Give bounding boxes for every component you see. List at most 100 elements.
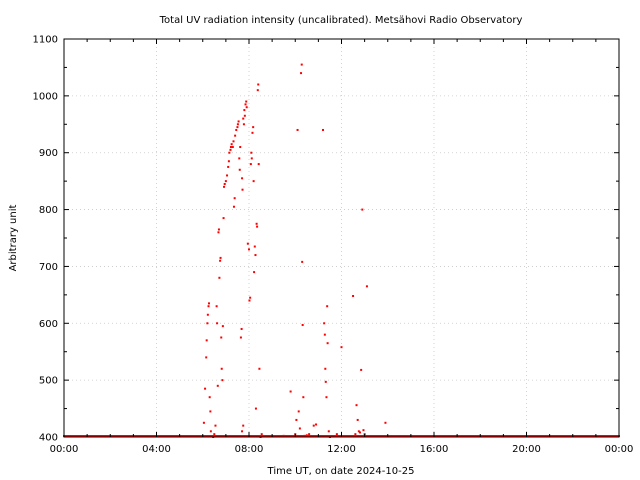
data-point xyxy=(239,336,242,339)
data-point xyxy=(202,421,205,424)
x-axis-title: Time UT, on date 2024-10-25 xyxy=(267,466,415,477)
data-point xyxy=(324,367,327,370)
data-point xyxy=(243,114,246,117)
data-point xyxy=(229,148,232,151)
data-point xyxy=(233,197,236,200)
data-point xyxy=(224,180,227,183)
data-point xyxy=(234,134,237,137)
data-point xyxy=(253,245,256,248)
data-point xyxy=(238,157,241,160)
data-point xyxy=(227,160,230,163)
data-point xyxy=(237,120,240,123)
data-point xyxy=(217,228,220,231)
data-point xyxy=(249,163,252,166)
data-point xyxy=(208,396,211,399)
data-point xyxy=(384,421,387,424)
data-point xyxy=(257,163,260,166)
data-point xyxy=(204,387,207,390)
data-point xyxy=(301,323,304,326)
data-point xyxy=(209,410,212,413)
data-point xyxy=(359,431,361,434)
data-point xyxy=(221,325,224,328)
data-point xyxy=(209,430,212,433)
data-point xyxy=(232,140,235,143)
x-tick-label: 16:00 xyxy=(420,444,449,455)
data-point xyxy=(296,128,299,131)
y-tick-label: 600 xyxy=(39,319,58,330)
data-point xyxy=(305,434,308,437)
data-point xyxy=(242,117,245,120)
data-point xyxy=(295,418,298,421)
data-point xyxy=(221,379,224,382)
data-point xyxy=(258,367,261,370)
x-tick-label: 00:00 xyxy=(605,444,634,455)
data-point xyxy=(217,231,220,234)
data-point xyxy=(326,342,329,345)
data-point xyxy=(250,157,253,160)
data-points xyxy=(202,63,387,438)
data-point xyxy=(244,103,247,106)
data-point xyxy=(223,185,226,188)
data-point xyxy=(243,109,246,112)
data-point xyxy=(256,89,259,92)
data-point xyxy=(207,302,210,305)
axis-ticks: 400 500 600 700 800 900 1000 1100 00:00 04:00 08:0… xyxy=(33,35,634,456)
data-point xyxy=(216,322,219,325)
y-tick-label: 800 xyxy=(39,205,58,216)
data-point xyxy=(356,418,359,421)
data-point xyxy=(226,174,229,177)
data-point xyxy=(207,305,210,308)
data-point xyxy=(241,188,244,191)
data-point xyxy=(241,430,244,433)
data-point xyxy=(300,72,303,75)
data-point xyxy=(220,367,223,370)
y-tick-label: 1000 xyxy=(33,91,58,102)
data-point xyxy=(240,327,243,330)
data-point xyxy=(241,177,244,180)
y-axis-title: Arbitrary unit xyxy=(8,205,19,272)
data-point xyxy=(205,356,208,359)
data-point xyxy=(223,182,226,185)
data-point xyxy=(232,205,235,208)
data-point xyxy=(357,430,360,433)
data-point xyxy=(325,396,328,399)
data-point xyxy=(218,276,221,279)
x-tick-label: 12:00 xyxy=(327,444,356,455)
data-point xyxy=(228,151,231,154)
data-point xyxy=(248,299,251,302)
data-point xyxy=(254,407,257,410)
data-point xyxy=(205,339,208,342)
data-point xyxy=(315,423,318,426)
data-point xyxy=(322,128,324,131)
y-tick-label: 500 xyxy=(39,376,58,387)
data-point xyxy=(251,131,254,134)
data-point xyxy=(260,433,263,436)
data-point xyxy=(235,128,238,131)
data-point xyxy=(248,248,250,251)
data-point xyxy=(231,146,234,149)
y-tick-label: 1100 xyxy=(33,35,58,46)
x-tick-label: 08:00 xyxy=(235,444,264,455)
data-point xyxy=(256,225,259,228)
data-point xyxy=(238,168,241,171)
data-point xyxy=(300,63,303,66)
data-point xyxy=(340,346,343,349)
data-point xyxy=(302,396,305,399)
data-point xyxy=(252,126,255,129)
data-point xyxy=(355,404,358,407)
data-point xyxy=(213,433,216,436)
y-tick-label: 900 xyxy=(39,148,58,159)
data-point xyxy=(326,305,329,308)
data-point xyxy=(215,305,218,308)
data-point xyxy=(254,254,257,257)
data-point xyxy=(250,151,253,154)
x-tick-label: 04:00 xyxy=(142,444,171,455)
data-point xyxy=(245,100,248,103)
data-point xyxy=(257,83,260,86)
data-point xyxy=(230,143,233,146)
data-point xyxy=(354,433,357,436)
data-point xyxy=(219,259,222,262)
x-tick-label: 20:00 xyxy=(512,444,541,455)
data-point xyxy=(282,434,285,437)
data-point xyxy=(242,123,245,126)
